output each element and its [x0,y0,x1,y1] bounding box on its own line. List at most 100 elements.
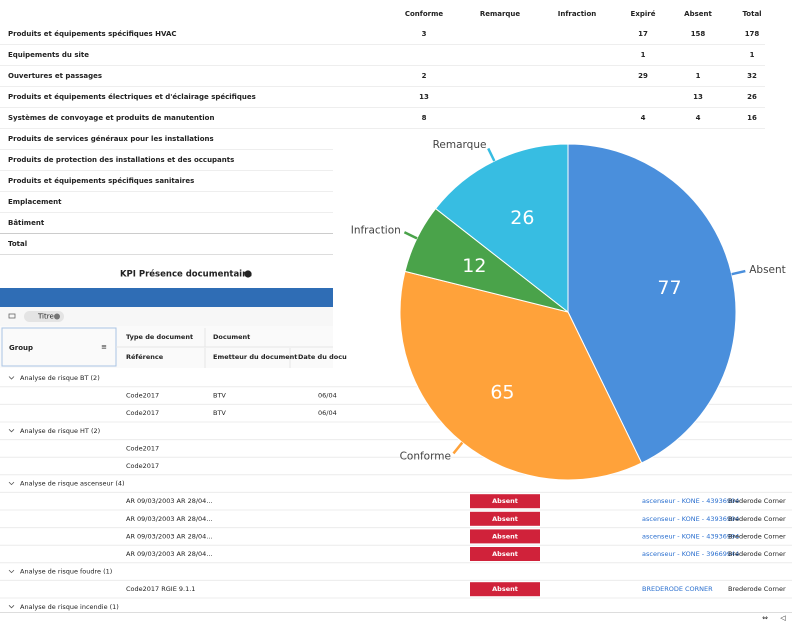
status-badge [470,511,540,526]
cell: 16 [747,114,757,122]
grid-column-header: Document [213,333,250,341]
toolbar [0,307,333,326]
reference: Code2017 [126,462,159,470]
status-badge [470,547,540,561]
site: Brederode Corner [728,497,786,505]
reference: AR 09/03/2003 AR 28/04... [126,497,213,505]
document-link[interactable]: ascenseur - KONE - 43936994 [642,497,739,505]
group-label[interactable]: Analyse de risque HT (2) [20,427,100,435]
filter-chip[interactable] [24,311,64,322]
cell: 4 [696,114,701,122]
reference: Code2017 RGIE 9.1.1 [126,585,195,593]
status-label: Absent [492,515,518,523]
leader-line [403,231,418,240]
expand-chevron[interactable] [8,569,15,574]
row-label: Ouvertures et passages [8,72,102,80]
reference: AR 09/03/2003 AR 28/04... [126,515,213,523]
panel-title: KPI Présence documentaire [120,269,252,280]
document-link[interactable]: BREDERODE CORNER [642,585,713,593]
status-badge [470,529,540,544]
group-label[interactable]: Analyse de risque foudre (1) [20,568,112,576]
status-label: Absent [492,585,518,593]
scrollbar [0,612,792,624]
status-badge [470,582,540,597]
expand-chevron[interactable] [8,429,15,433]
cell: 2 [422,72,427,80]
column-header: Expiré [631,10,656,18]
reference: Code2017 [126,444,159,452]
row-label: Produits et équipements électriques et d… [8,93,256,101]
pie-slice [567,143,737,464]
cell: 1 [641,51,646,59]
expand-chevron[interactable] [8,376,15,380]
column-header: Conforme [405,10,444,18]
document-link[interactable]: ascenseur - KONE - 43936994 [642,532,739,540]
leader-line [452,441,464,455]
reference: AR 09/03/2003 AR 28/04... [126,550,213,558]
slice-label: Remarque [433,139,487,151]
cell: 158 [691,30,706,38]
cell: 1 [750,51,755,59]
row-label: Produits de protection des installations… [8,156,234,164]
slice-value: 77 [657,277,681,299]
cell: 4 [641,114,646,122]
cell: 1 [696,72,701,80]
site: Brederode Corner [728,550,786,558]
site: Brederode Corner [728,585,786,593]
row-label: Equipements du site [8,51,89,59]
row-label: Emplacement [8,198,62,206]
slice-label: Conforme [400,451,451,463]
row-label: Bâtiment [8,219,45,227]
pie-slice [434,143,569,314]
cell: 13 [419,93,429,101]
header-bar [0,288,333,307]
menu-icon [8,313,16,319]
grid-column-header: Type de document [126,333,193,341]
cell: 178 [745,30,760,38]
scroll-icon: ⇔ [762,614,768,622]
group-header: Group [9,344,33,352]
document-link[interactable]: ascenseur - KONE - 43936994 [642,515,739,523]
slice-label: Absent [749,264,786,276]
reference: Code2017 [126,409,159,417]
chip-close[interactable] [54,313,60,320]
group-label[interactable]: Analyse de risque incendie (1) [20,603,119,611]
grid-column-header: Emetteur du document [213,353,297,361]
status-label: Absent [492,497,518,505]
slice-value: 65 [490,381,514,403]
grid-column-header: Date du docu [298,353,347,361]
group-label[interactable]: Analyse de risque BT (2) [20,374,100,382]
expand-chevron[interactable] [8,481,15,486]
leader-line [487,147,496,162]
date: 06/04 [318,409,337,417]
row-label: Produits de services généraux pour les i… [8,135,214,143]
info-icon [244,270,252,278]
row-label: Produits et équipements spécifiques sani… [8,177,194,185]
reference: Code2017 [126,392,159,400]
column-header: Total [742,10,761,18]
leader-line [731,269,746,276]
cell: 8 [422,114,427,122]
column-header: Infraction [558,10,597,18]
status-label: Absent [492,532,518,540]
emetteur: BTV [213,392,226,400]
cell: 32 [747,72,757,80]
group-label[interactable]: Analyse de risque ascenseur (4) [20,480,125,488]
total-label: Total [8,240,27,248]
status-badge [470,494,540,509]
column-header: Remarque [480,10,521,18]
date: 06/04 [318,392,337,400]
filter-chip-label: Titre [37,313,54,321]
site: Brederode Corner [728,532,786,540]
scroll-icon: ◁ [780,614,786,622]
row-label: Systèmes de convoyage et produits de man… [8,114,214,122]
emetteur: BTV [213,409,226,417]
cell: 26 [747,93,757,101]
cell: 29 [638,72,648,80]
expand-chevron[interactable] [8,605,15,609]
reference: AR 09/03/2003 AR 28/04... [126,532,213,540]
group-menu: ≡ [101,343,107,351]
document-link[interactable]: ascenseur - KONE - 39669944 [642,550,739,558]
row-label: Produits et équipements spécifiques HVAC [8,30,177,38]
